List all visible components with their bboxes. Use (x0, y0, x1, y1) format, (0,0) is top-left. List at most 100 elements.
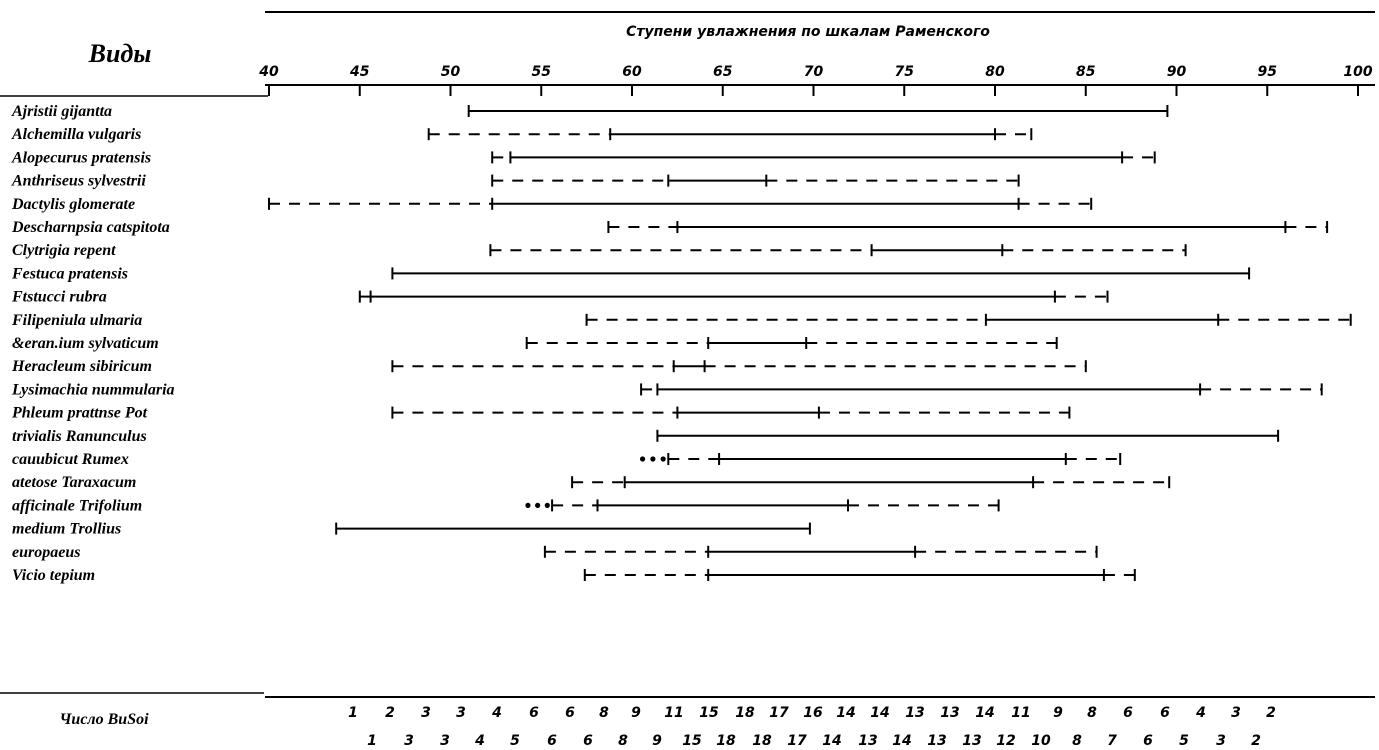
range-row (335, 522, 811, 535)
footer-label: Число BuSoi (59, 711, 149, 728)
count-value: 13 (940, 705, 959, 721)
count-value: 6 (529, 705, 539, 721)
count-value: 4 (474, 733, 485, 749)
count-value: 9 (1053, 705, 1063, 721)
species-label: cauubicut Rumex (12, 451, 129, 468)
species-label: Alchemilla vulgaris (11, 126, 141, 143)
count-value: 18 (752, 733, 772, 749)
count-value: 14 (836, 705, 855, 721)
count-value: 3 (1231, 705, 1241, 721)
range-dot (535, 502, 541, 508)
range-row (489, 244, 1187, 257)
count-value: 6 (1143, 733, 1153, 749)
species-label: afficinale Trifolium (12, 497, 142, 514)
count-value: 14 (892, 733, 911, 749)
count-value: 3 (421, 705, 431, 721)
count-value: 6 (1123, 705, 1133, 721)
count-value: 8 (1072, 733, 1082, 749)
count-value: 6 (1160, 705, 1170, 721)
species-label: Festuca pratensis (11, 265, 128, 282)
range-row (391, 267, 1251, 280)
count-value: 16 (803, 705, 823, 721)
count-value: 12 (996, 733, 1015, 749)
range-dot (650, 456, 656, 462)
count-value: 8 (1087, 705, 1097, 721)
species-label: Ajristii gijantta (11, 103, 112, 120)
species-label: Descharnpsia catspitota (11, 219, 170, 236)
species-label: Lysimachia nummularia (11, 381, 175, 398)
count-value: 13 (858, 733, 877, 749)
count-row-2: 1 3 3 4 5 6 6 8 9 15 18 18 17 14 13 14 13 13 12 10 8 7 6 5 3 2 (367, 733, 1261, 749)
x-tick-label: 70 (804, 64, 824, 80)
count-value: 13 (927, 733, 946, 749)
species-label: atetose Taraxacum (12, 474, 136, 491)
count-value: 2 (1266, 705, 1276, 721)
range-dot (660, 456, 666, 462)
x-tick-label: 75 (895, 64, 915, 80)
count-value: 8 (599, 705, 609, 721)
species-label: Filipeniula ulmaria (11, 312, 142, 329)
count-row-1: 1 2 3 3 4 6 6 8 9 11 15 18 17 16 14 14 13 13 14 11 9 8 6 6 4 3 2 (348, 705, 1276, 721)
count-value: 14 (870, 705, 889, 721)
count-value: 2 (385, 705, 395, 721)
count-value: 17 (769, 705, 789, 721)
x-tick-label: 55 (532, 64, 552, 80)
count-value: 8 (618, 733, 628, 749)
range-row (525, 499, 1000, 512)
count-value: 18 (735, 705, 755, 721)
count-value: 18 (716, 733, 736, 749)
count-value: 14 (975, 705, 994, 721)
count-value: 3 (440, 733, 450, 749)
x-tick-label: 60 (622, 64, 642, 80)
range-row (607, 221, 1329, 233)
range-row (491, 174, 1020, 187)
x-tick-label: 50 (441, 64, 461, 80)
count-value: 1 (348, 705, 358, 721)
range-row (491, 151, 1156, 164)
count-value: 4 (1195, 705, 1206, 721)
species-label: Ftstucci rubra (11, 289, 107, 306)
range-row (268, 197, 1093, 210)
x-tick-label: 40 (258, 64, 279, 80)
range-row (391, 360, 1087, 373)
x-tick-label: 85 (1076, 64, 1096, 80)
range-dot (525, 502, 531, 508)
range-row (571, 476, 1171, 489)
range-row (543, 545, 1098, 558)
range-row (585, 313, 1352, 326)
range-row (639, 453, 1122, 465)
species-label: Phleum prattnse Pot (11, 405, 148, 422)
species-label: Vicio tepium (12, 567, 95, 584)
species-label: &eran.ium sylvaticum (12, 335, 159, 352)
x-axis: 40 45 50 55 60 65 70 75 80 85 90 95 100 (258, 64, 1373, 96)
range-row (656, 429, 1280, 442)
range-row (583, 569, 1136, 581)
range-dot (639, 456, 646, 462)
range-row (467, 105, 1169, 117)
x-tick-label: 95 (1258, 64, 1278, 80)
count-value: 14 (822, 733, 841, 749)
chart-title: Ступени увлажнения по шкалам Раменского (626, 24, 990, 40)
species-label: medium Trollius (12, 521, 121, 538)
chart-frame (0, 11, 1375, 698)
range-dot (544, 502, 550, 508)
species-label: Heracleum sibiricum (11, 358, 152, 375)
species-label: Anthriseus sylvestrii (11, 173, 146, 190)
count-value: 1 (367, 733, 377, 749)
count-value: 2 (1251, 733, 1261, 749)
count-value: 15 (682, 733, 702, 749)
range-row (427, 128, 1033, 141)
count-value: 7 (1107, 733, 1117, 749)
species-label: trivialis Ranunculus (12, 428, 147, 445)
count-value: 13 (905, 705, 924, 721)
count-value: 13 (962, 733, 981, 749)
species-label: Alopecurus pratensis (11, 149, 151, 166)
count-value: 5 (1179, 733, 1189, 749)
count-value: 11 (664, 705, 683, 721)
range-row (640, 383, 1323, 396)
range-row (525, 337, 1058, 349)
species-header: Виды (88, 39, 152, 68)
species-label: europaeus (12, 544, 80, 561)
x-tick-label: 100 (1343, 64, 1372, 80)
